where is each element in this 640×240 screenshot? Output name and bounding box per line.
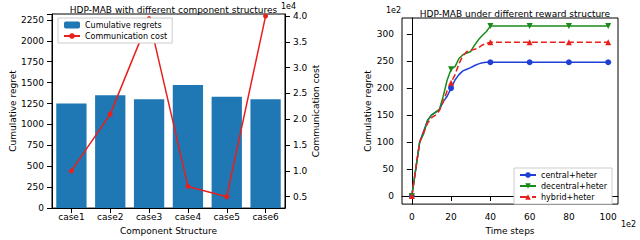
svg-text:150: 150 <box>377 110 394 120</box>
svg-text:100: 100 <box>600 212 617 222</box>
svg-text:1500: 1500 <box>21 78 44 88</box>
svg-text:decentral+heter: decentral+heter <box>541 182 608 191</box>
svg-text:0: 0 <box>409 212 415 222</box>
svg-text:1000: 1000 <box>21 119 44 129</box>
svg-text:1e2: 1e2 <box>386 6 401 15</box>
svg-text:100: 100 <box>377 137 394 147</box>
svg-text:500: 500 <box>27 161 44 171</box>
svg-text:case5: case5 <box>214 212 240 222</box>
svg-text:50: 50 <box>383 164 395 174</box>
svg-text:3.5: 3.5 <box>293 37 307 47</box>
svg-text:0: 0 <box>388 191 394 201</box>
svg-text:central+heter: central+heter <box>541 171 598 180</box>
svg-text:300: 300 <box>377 29 394 39</box>
svg-text:750: 750 <box>27 140 44 150</box>
svg-text:1.5: 1.5 <box>293 140 307 150</box>
svg-text:Cumulative regret: Cumulative regret <box>8 70 18 152</box>
svg-text:250: 250 <box>377 56 394 66</box>
svg-text:1250: 1250 <box>21 99 44 109</box>
svg-text:2250: 2250 <box>21 15 44 25</box>
svg-text:Cumulative regret: Cumulative regret <box>363 70 373 152</box>
svg-text:20: 20 <box>445 212 457 222</box>
svg-text:case4: case4 <box>175 212 202 222</box>
svg-text:Cumulative regrets: Cumulative regrets <box>85 21 162 30</box>
svg-text:Communication cost: Communication cost <box>311 64 321 157</box>
svg-text:2.5: 2.5 <box>293 88 307 98</box>
svg-text:case3: case3 <box>136 212 162 222</box>
svg-text:2000: 2000 <box>21 36 44 46</box>
svg-text:1750: 1750 <box>21 57 44 67</box>
svg-text:HDP-MAB with different compone: HDP-MAB with different component structu… <box>70 5 278 15</box>
svg-text:250: 250 <box>27 182 44 192</box>
svg-text:3.0: 3.0 <box>293 63 308 73</box>
svg-text:1e4: 1e4 <box>281 2 296 11</box>
svg-text:0: 0 <box>38 203 44 213</box>
svg-text:case2: case2 <box>97 212 123 222</box>
svg-text:hybrid+heter: hybrid+heter <box>541 193 595 202</box>
svg-text:1e2: 1e2 <box>621 220 636 229</box>
svg-text:HDP-MAB under different reward: HDP-MAB under different reward structure <box>420 9 611 19</box>
svg-text:0.5: 0.5 <box>293 192 307 202</box>
svg-text:1.0: 1.0 <box>293 166 308 176</box>
svg-text:60: 60 <box>524 212 536 222</box>
svg-text:40: 40 <box>485 212 497 222</box>
svg-text:case1: case1 <box>58 212 84 222</box>
svg-text:200: 200 <box>377 83 394 93</box>
svg-text:Communication cost: Communication cost <box>85 32 167 41</box>
svg-text:80: 80 <box>563 212 575 222</box>
svg-text:4.0: 4.0 <box>293 11 308 21</box>
svg-text:Time steps: Time steps <box>484 226 534 236</box>
svg-text:case6: case6 <box>252 212 279 222</box>
svg-text:2.0: 2.0 <box>293 114 308 124</box>
svg-text:Component Structure: Component Structure <box>120 226 217 236</box>
